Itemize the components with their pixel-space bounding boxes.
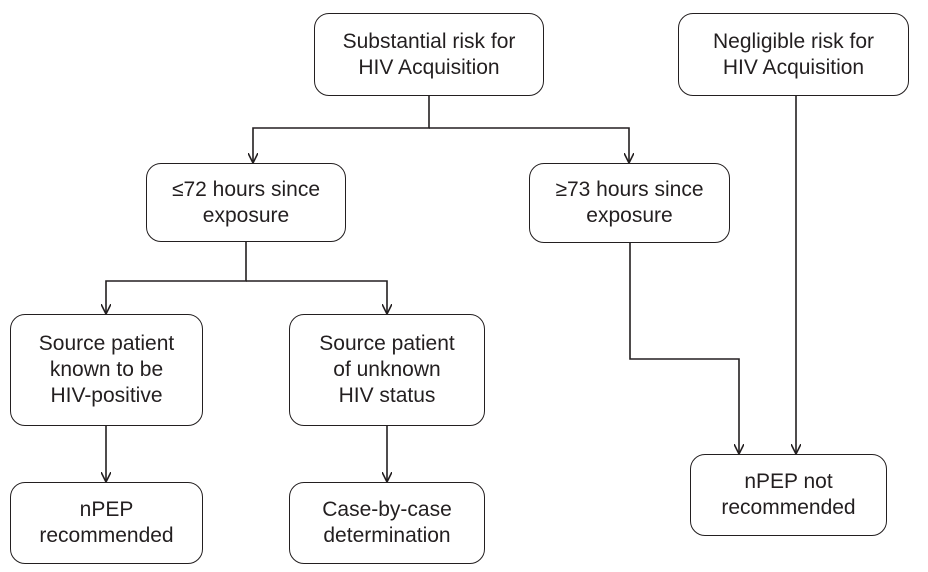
node-substantial-risk: Substantial risk for HIV Acquisition xyxy=(314,13,544,96)
node-substantial-risk-label: Substantial risk for HIV Acquisition xyxy=(342,29,516,79)
node-npep-recommended-label: nPEP recommended xyxy=(39,498,174,547)
edge-72h-to-source-positive xyxy=(106,241,247,313)
node-case-by-case-label: Case-by-case determination xyxy=(322,498,452,547)
node-negligible-risk: Negligible risk for HIV Acquisition xyxy=(678,13,909,96)
node-source-unknown-status: Source patient of unknown HIV status xyxy=(289,314,485,426)
node-negligible-risk-label: Negligible risk for HIV Acquisition xyxy=(712,29,875,79)
node-case-by-case: Case-by-case determination xyxy=(289,482,485,564)
edge-73h-to-npep-not-recommended xyxy=(629,243,739,453)
edge-72h-to-source-unknown xyxy=(246,280,387,313)
node-npep-recommended: nPEP recommended xyxy=(10,482,203,564)
node-npep-not-recommended-label: nPEP not recommended xyxy=(721,470,856,519)
node-within-72-hours: ≤72 hours since exposure xyxy=(146,163,346,242)
node-within-72-hours-label: ≤72 hours since exposure xyxy=(171,177,321,227)
node-npep-not-recommended: nPEP not recommended xyxy=(690,454,887,536)
edge-substantial-to-73h xyxy=(429,127,629,162)
edge-substantial-to-72h xyxy=(253,96,430,162)
node-after-73-hours-label: ≥73 hours since exposure xyxy=(555,178,704,227)
node-source-unknown-status-label: Source patient of unknown HIV status xyxy=(319,332,455,407)
node-source-known-positive-label: Source patient known to be HIV-positive xyxy=(38,332,175,407)
node-after-73-hours: ≥73 hours since exposure xyxy=(529,163,730,243)
node-source-known-positive: Source patient known to be HIV-positive xyxy=(10,314,203,426)
